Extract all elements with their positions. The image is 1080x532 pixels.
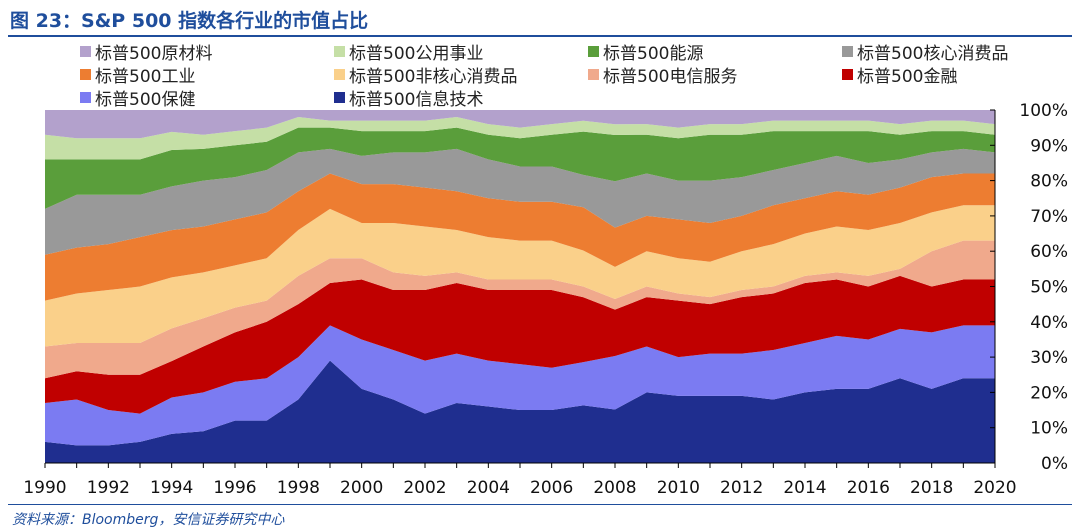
legend-item: 标普500非核心消费品: [334, 63, 518, 87]
chart-title: 图 23：S&P 500 指数各行业的市值占比: [10, 10, 369, 32]
legend-item: 标普500电信服务: [588, 63, 738, 87]
legend-item: 标普500保健: [80, 86, 196, 110]
y-tick-label: 90%: [1030, 136, 1068, 156]
legend-label: 标普500公用事业: [349, 43, 484, 64]
area-series-4: [45, 240, 995, 379]
y-tick-label: 0%: [1041, 454, 1068, 474]
y-tick-label: 30%: [1030, 348, 1068, 368]
legend-label: 标普500非核心消费品: [349, 66, 518, 87]
area-series-8: [45, 127, 995, 209]
x-tick-label: 1998: [277, 478, 320, 498]
y-tick-label: 60%: [1030, 242, 1068, 262]
x-tick-label: 2016: [847, 478, 890, 498]
x-tick-label: 2012: [720, 478, 763, 498]
legend-label: 标普500核心消费品: [857, 43, 1009, 64]
x-tick-label: 2010: [657, 478, 700, 498]
legend-item: 标普500原材料: [80, 40, 213, 64]
area-series-5: [45, 205, 995, 347]
area-series-7: [45, 148, 995, 255]
legend-label: 标普500能源: [603, 43, 704, 64]
y-tick-label: 50%: [1030, 278, 1068, 298]
x-tick-label: 1992: [87, 478, 130, 498]
y-tick-label: 80%: [1030, 172, 1068, 192]
x-tick-label: 2020: [973, 478, 1016, 498]
legend-swatch: [80, 68, 91, 80]
area-series-10: [45, 110, 995, 139]
legend-item: 标普500公用事业: [334, 40, 484, 64]
y-tick-label: 70%: [1030, 207, 1068, 227]
legend-swatch: [334, 91, 345, 103]
y-tick-label: 40%: [1030, 313, 1068, 333]
legend-label: 标普500信息技术: [349, 89, 484, 110]
y-tick-label: 20%: [1030, 383, 1068, 403]
y-tick-label: 100%: [1019, 101, 1068, 121]
legend-item: 标普500能源: [588, 40, 704, 64]
x-tick-label: 1996: [213, 478, 256, 498]
legend-label: 标普500保健: [95, 89, 196, 110]
x-tick-label: 1994: [150, 478, 193, 498]
area-series-3: [45, 275, 995, 414]
x-tick-label: 2014: [783, 478, 826, 498]
legend-swatch: [80, 91, 91, 103]
x-tick-label: 2004: [467, 478, 510, 498]
title-divider: [8, 35, 1072, 37]
source-divider: [8, 504, 1072, 505]
legend-swatch: [334, 68, 345, 80]
x-tick-label: 2002: [403, 478, 446, 498]
legend-item: 标普500核心消费品: [842, 40, 1009, 64]
legend-item: 标普500工业: [80, 63, 196, 87]
legend-swatch: [842, 45, 853, 57]
legend-swatch: [334, 45, 345, 57]
y-tick-label: 10%: [1030, 419, 1068, 439]
legend-swatch: [588, 45, 599, 57]
legend-item: 标普500信息技术: [334, 86, 484, 110]
area-series-2: [45, 325, 995, 446]
legend-swatch: [588, 68, 599, 80]
area-series-6: [45, 173, 995, 301]
x-tick-label: 2008: [593, 478, 636, 498]
legend-swatch: [842, 68, 853, 80]
x-tick-label: 2006: [530, 478, 573, 498]
legend-label: 标普500电信服务: [603, 66, 738, 87]
x-tick-label: 2000: [340, 478, 383, 498]
area-series-9: [45, 117, 995, 160]
legend-label: 标普500工业: [95, 66, 196, 87]
x-tick-label: 2018: [910, 478, 953, 498]
legend-swatch: [80, 45, 91, 57]
source-note: 资料来源：Bloomberg，安信证券研究中心: [12, 512, 285, 528]
x-tick-label: 1990: [23, 478, 66, 498]
legend-label: 标普500原材料: [95, 43, 213, 64]
legend-label: 标普500金融: [857, 66, 958, 87]
area-series-1: [45, 360, 995, 463]
legend-item: 标普500金融: [842, 63, 958, 87]
